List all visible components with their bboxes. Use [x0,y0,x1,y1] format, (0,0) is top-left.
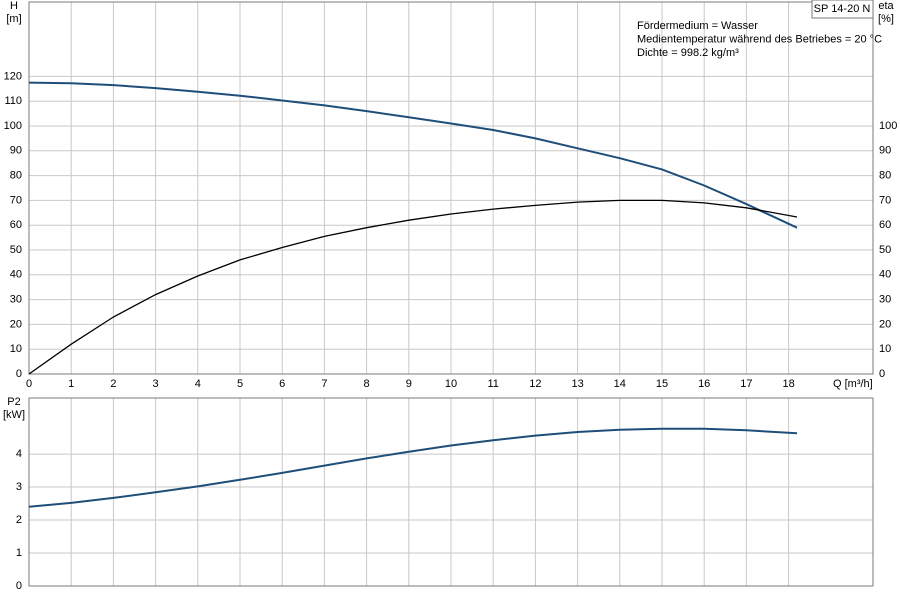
x-tick-label: 18 [782,378,794,390]
y-tick-label: 60 [10,219,22,231]
y-axis-label: H [10,0,18,12]
x-tick-label: 7 [321,378,327,390]
curve [28,81,798,229]
x-tick-label: 17 [740,378,752,390]
y-tick-label: 80 [10,170,22,182]
x-axis-label: Q [m³/h] [833,378,873,390]
x-tick-label: 8 [364,378,370,390]
y2-tick-label: 40 [879,269,891,281]
y2-axis-label: eta [878,0,894,12]
y2-tick-label: 20 [879,318,891,330]
y-tick-label: 110 [4,95,22,107]
x-tick-label: 11 [487,378,498,390]
y2-tick-label: 70 [879,194,891,206]
y2-tick-label: 30 [879,294,891,306]
x-tick-label: 6 [279,378,285,390]
y-tick-label: 0 [16,368,22,380]
plot-frame [28,1,874,375]
curve [28,427,798,508]
y-tick-label: 2 [16,514,22,526]
y-tick-label: 70 [10,194,22,206]
y-axis-label: P2 [7,396,20,408]
x-tick-label: 15 [656,378,668,390]
y2-tick-label: 100 [879,120,897,132]
x-tick-label: 0 [26,378,32,390]
y-tick-label: 40 [10,269,22,281]
x-tick-label: 13 [571,378,583,390]
y-tick-label: 100 [4,120,22,132]
y-tick-label: 4 [16,448,22,460]
y2-axis-unit: [%] [878,13,894,25]
y-tick-label: 3 [16,481,22,493]
y2-tick-label: 80 [879,170,891,182]
y-tick-label: 20 [10,318,22,330]
y-axis-unit: [m] [6,13,21,25]
y-tick-label: 1 [16,547,22,559]
y2-tick-label: 60 [879,219,891,231]
annotation: Medientemperatur während des Betriebes =… [637,33,882,45]
y-tick-label: 0 [16,580,22,592]
x-tick-label: 2 [110,378,116,390]
title-box [811,0,874,19]
x-tick-label: 14 [614,378,626,390]
y2-tick-label: 50 [879,244,891,256]
y2-tick-label: 10 [879,343,891,355]
x-tick-label: 5 [237,378,243,390]
x-tick-label: 3 [153,378,159,390]
x-tick-label: 10 [445,378,457,390]
y-tick-label: 10 [10,343,22,355]
y2-tick-label: 0 [879,368,885,380]
x-tick-label: 1 [68,378,74,390]
annotation: Fördermedium = Wasser [637,20,758,32]
x-tick-label: 9 [406,378,412,390]
chart-title: SP 14-20 N [814,3,871,15]
y-tick-label: 90 [10,145,22,157]
x-tick-label: 12 [529,378,541,390]
x-tick-label: 16 [698,378,710,390]
y-tick-label: 120 [4,70,22,82]
y-tick-label: 30 [10,294,22,306]
annotation: Dichte = 998.2 kg/m³ [637,47,739,59]
y2-tick-label: 90 [879,145,891,157]
y-axis-unit: [kW] [3,409,25,421]
plot-frame [28,397,874,587]
x-tick-label: 4 [195,378,201,390]
curve [28,199,798,375]
y-tick-label: 50 [10,244,22,256]
